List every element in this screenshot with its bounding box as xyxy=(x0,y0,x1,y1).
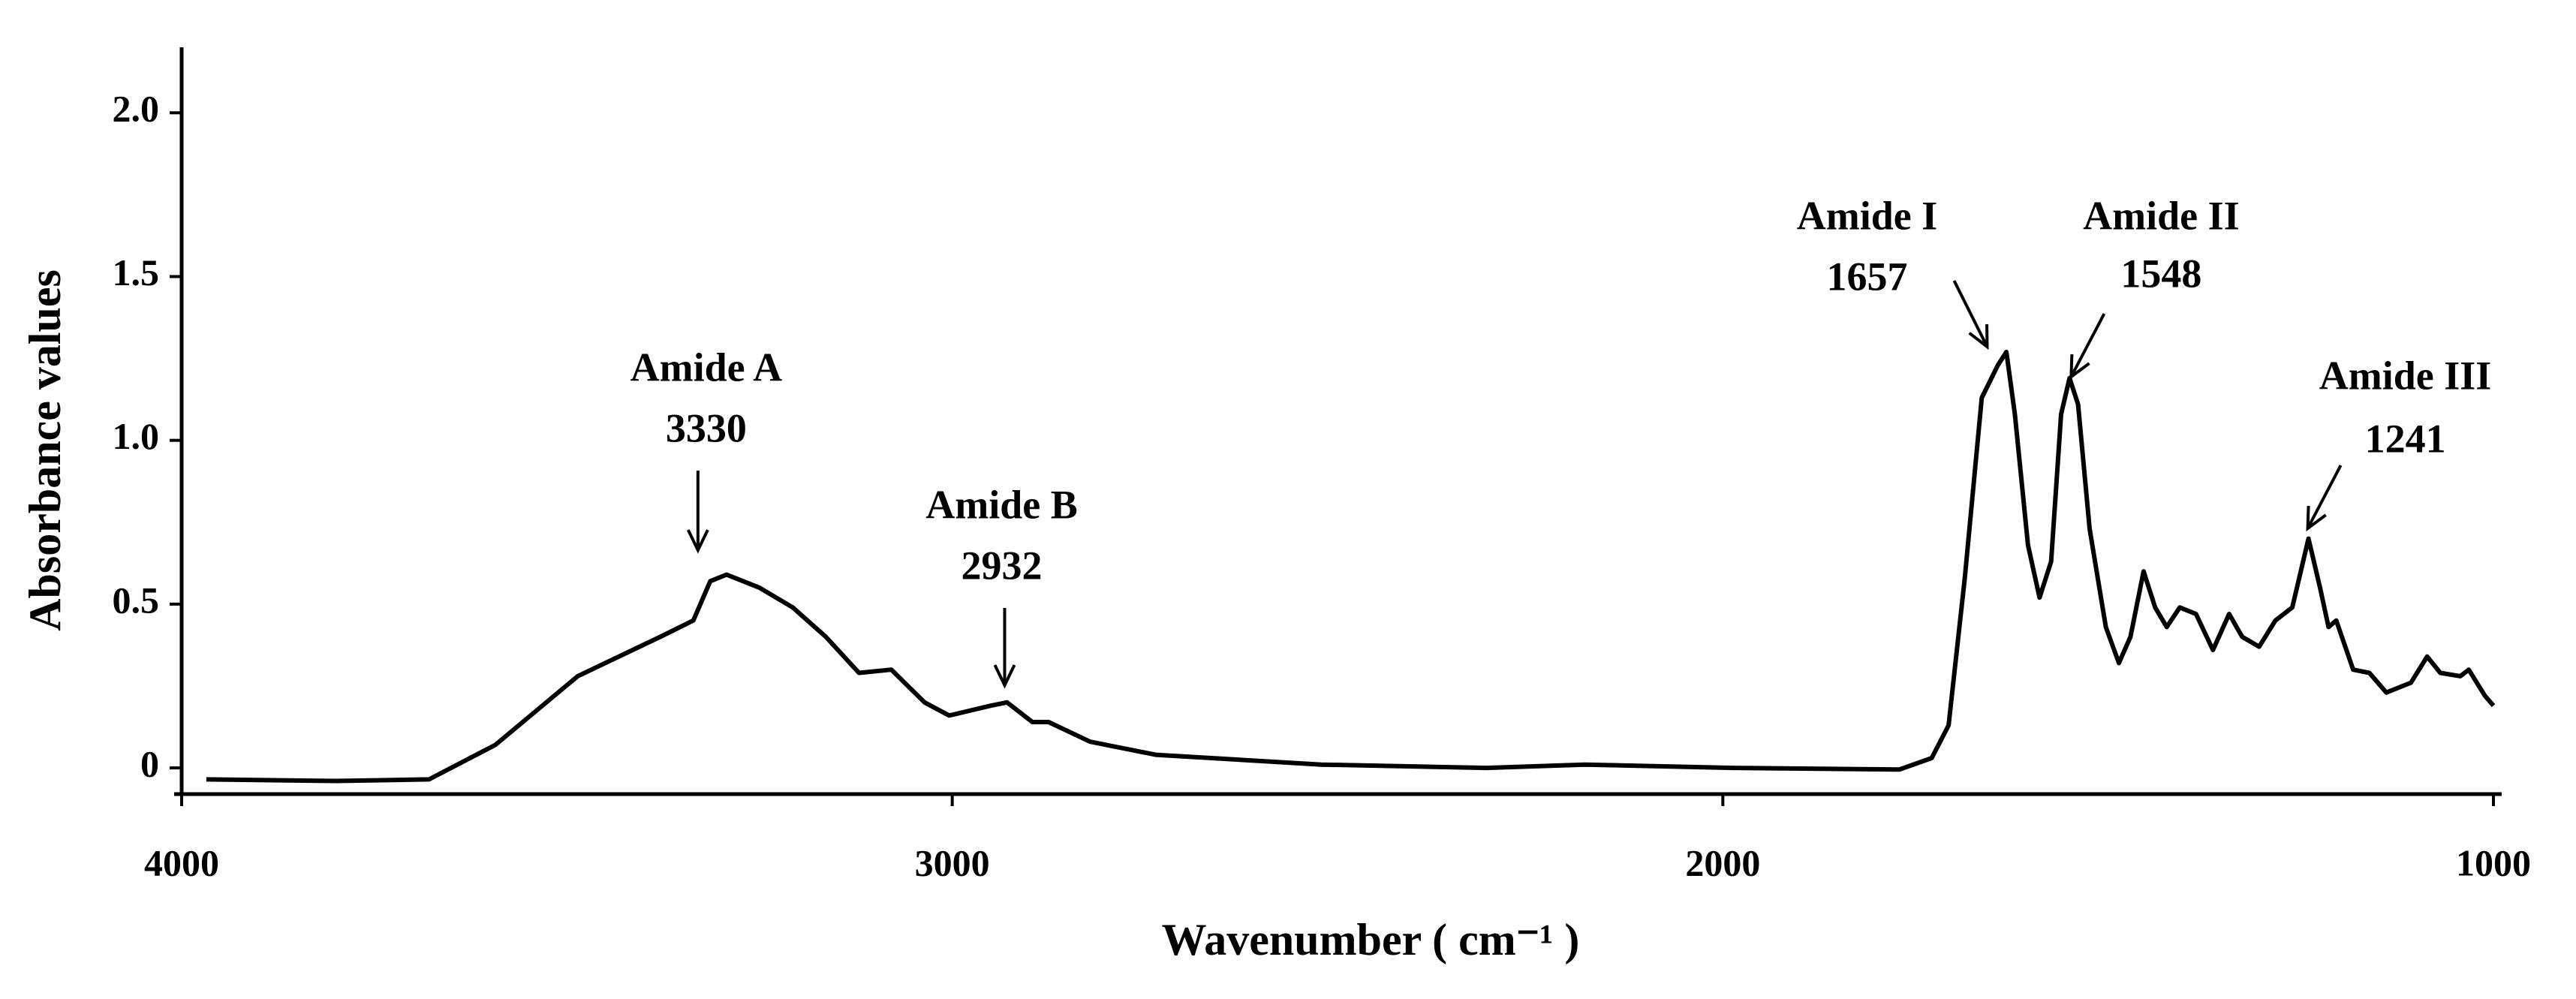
annotation-arrow xyxy=(1952,280,1989,348)
arrow-head xyxy=(2306,505,2327,532)
annotation-label: Amide III xyxy=(2319,353,2492,398)
x-tick-label: 1000 xyxy=(2456,841,2531,883)
y-tick-label: 0 xyxy=(140,743,159,785)
x-tick-label: 2000 xyxy=(1685,841,1760,883)
arrow-head xyxy=(1968,323,1989,351)
x-axis-label: Wavenumber ( cm⁻¹ ) xyxy=(1162,915,1580,964)
arrow-head xyxy=(687,529,709,554)
annotation-label: Amide A xyxy=(630,345,783,390)
annotation-label: Amide II xyxy=(2083,193,2240,238)
annotation-arrow xyxy=(2306,465,2343,529)
y-tick-label: 1.0 xyxy=(113,415,160,457)
annotation-value: 1548 xyxy=(2120,251,2201,296)
y-axis-label: Absorbance values xyxy=(20,269,70,631)
arrow-head xyxy=(2069,354,2090,381)
y-tick-label: 2.0 xyxy=(113,88,160,130)
x-tick-label: 3000 xyxy=(915,841,990,883)
annotation-value: 3330 xyxy=(666,405,747,450)
x-tick-label: 4000 xyxy=(144,841,219,883)
annotation-label: Amide B xyxy=(925,482,1078,527)
annotation-value: 1657 xyxy=(1826,254,1907,299)
spectrum-line xyxy=(206,349,2496,784)
annotation-value: 2932 xyxy=(961,543,1042,588)
annotation-label: Amide I xyxy=(1797,193,1938,238)
y-tick-label: 0.5 xyxy=(113,579,160,621)
annotation-arrow xyxy=(2069,313,2106,378)
annotation-value: 1241 xyxy=(2365,416,2446,461)
y-tick-label: 1.5 xyxy=(113,251,160,293)
arrow-head xyxy=(993,664,1016,689)
